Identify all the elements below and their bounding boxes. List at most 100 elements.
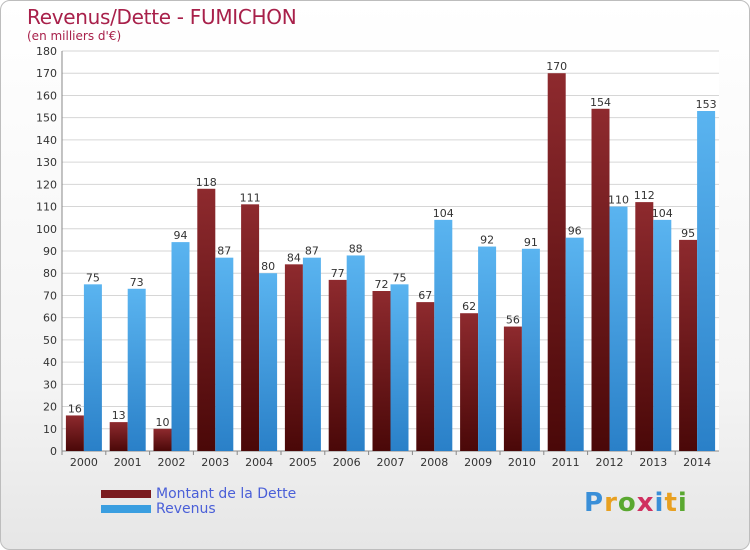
data-label-revenus: 153 [696,98,717,111]
y-tick-label: 0 [50,445,57,458]
x-tick-label: 2009 [464,456,492,469]
x-tick-label: 2000 [70,456,98,469]
bar-dette [110,422,128,451]
legend-item-revenus: Revenus [101,501,296,516]
data-label-revenus: 88 [349,242,363,255]
data-label-revenus: 91 [524,236,538,249]
y-tick-label: 50 [43,334,57,347]
bar-dette [679,240,697,451]
data-label-dette: 95 [681,227,695,240]
data-label-dette: 84 [287,251,301,264]
x-tick-label: 2001 [114,456,142,469]
data-label-dette: 67 [418,289,432,302]
proxiti-logo: Proxiti [584,488,688,518]
y-tick-label: 180 [36,45,57,58]
data-label-revenus: 92 [480,234,494,247]
y-tick-label: 70 [43,289,57,302]
data-label-revenus: 75 [86,271,100,284]
y-tick-label: 150 [36,112,57,125]
data-label-revenus: 110 [608,194,629,207]
y-tick-label: 20 [43,401,57,414]
bar-revenus [215,258,233,451]
bar-revenus [128,289,146,451]
data-label-revenus: 87 [217,245,231,258]
data-label-dette: 56 [506,314,520,327]
x-tick-label: 2006 [333,456,361,469]
legend: Montant de la Dette Revenus [101,486,296,516]
legend-swatch-revenus [101,505,151,513]
y-tick-label: 130 [36,156,57,169]
bar-revenus [347,255,365,451]
data-label-dette: 13 [112,409,126,422]
chart-frame: Revenus/Dette - FUMICHON (en milliers d'… [0,0,750,550]
x-tick-label: 2013 [639,456,667,469]
legend-label-revenus: Revenus [156,501,216,517]
y-tick-label: 30 [43,378,57,391]
bar-dette [197,189,215,451]
data-label-revenus: 96 [568,225,582,238]
x-tick-label: 2004 [245,456,273,469]
data-label-dette: 111 [240,191,261,204]
x-tick-label: 2011 [552,456,580,469]
y-tick-label: 80 [43,267,57,280]
y-tick-label: 170 [36,67,57,80]
x-tick-label: 2005 [289,456,317,469]
bar-revenus [84,284,102,451]
bar-revenus [391,284,409,451]
bar-dette [241,204,259,451]
data-label-dette: 154 [590,96,611,109]
y-tick-label: 40 [43,356,57,369]
bar-revenus [172,242,190,451]
x-tick-label: 2012 [596,456,624,469]
data-label-dette: 112 [634,189,655,202]
bar-dette [548,73,566,451]
data-label-dette: 10 [156,416,170,429]
x-tick-label: 2008 [420,456,448,469]
bar-chart: 0 10 20 30 40 50 60 70 80 90 100 110 120 130 140 150 160… [1,1,749,549]
legend-label-dette: Montant de la Dette [156,486,296,502]
data-label-revenus: 75 [393,271,407,284]
x-tick-label: 2014 [683,456,711,469]
data-label-dette: 118 [196,176,217,189]
y-tick-label: 140 [36,134,57,147]
y-tick-label: 160 [36,89,57,102]
data-label-revenus: 104 [433,207,454,220]
y-tick-label: 10 [43,423,57,436]
bar-revenus [697,111,715,451]
data-label-revenus: 73 [130,276,144,289]
data-label-revenus: 87 [305,245,319,258]
bar-dette [635,202,653,451]
y-tick-label: 90 [43,245,57,258]
bar-dette [154,429,172,451]
bar-revenus [259,273,277,451]
y-tick-label: 100 [36,223,57,236]
bar-dette [592,109,610,451]
x-tick-label: 2003 [201,456,229,469]
bar-revenus [522,249,540,451]
bar-dette [416,302,434,451]
bar-revenus [478,247,496,451]
bar-revenus [566,238,584,451]
data-label-revenus: 104 [652,207,673,220]
legend-swatch-dette [101,490,151,498]
bar-revenus [303,258,321,451]
x-tick-label: 2007 [377,456,405,469]
bar-dette [504,327,522,451]
bar-dette [329,280,347,451]
data-label-dette: 77 [331,267,345,280]
data-label-revenus: 94 [174,229,188,242]
bar-dette [66,415,84,451]
legend-item-dette: Montant de la Dette [101,486,296,501]
data-label-dette: 170 [546,60,567,73]
y-tick-label: 60 [43,312,57,325]
data-label-revenus: 80 [261,260,275,273]
bar-dette [373,291,391,451]
data-label-dette: 16 [68,402,82,415]
bar-revenus [653,220,671,451]
y-tick-label: 110 [36,201,57,214]
x-tick-label: 2002 [158,456,186,469]
y-tick-label: 120 [36,178,57,191]
bar-revenus [610,207,628,451]
x-tick-label: 2010 [508,456,536,469]
data-label-dette: 72 [375,278,389,291]
